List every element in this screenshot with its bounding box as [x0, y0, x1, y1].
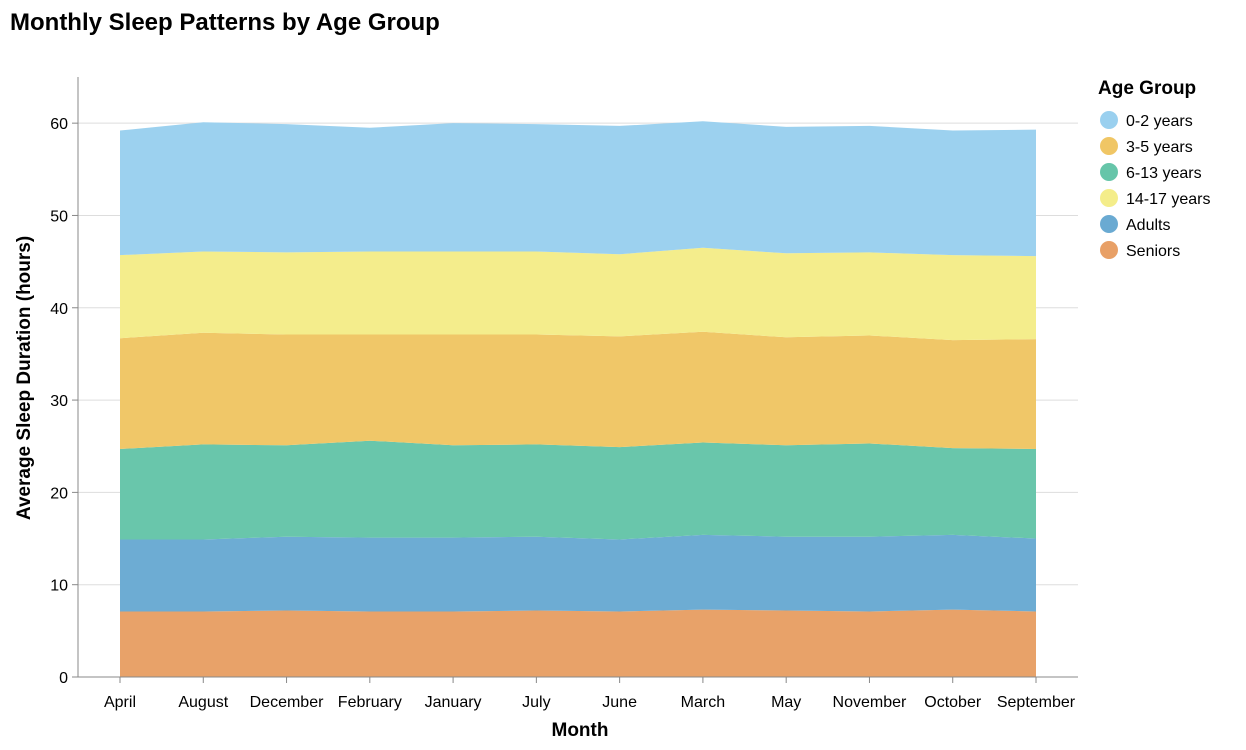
chart-title: Monthly Sleep Patterns by Age Group [10, 9, 440, 36]
y-tick-label: 0 [59, 670, 68, 687]
y-tick-label: 10 [50, 578, 68, 595]
x-tick-label: December [250, 694, 324, 711]
legend-swatch [1100, 215, 1118, 233]
legend-title: Age Group [1098, 78, 1196, 99]
legend-label: 0-2 years [1126, 113, 1193, 130]
legend-item-seniors: Seniors [1100, 241, 1180, 260]
legend-swatch [1100, 137, 1118, 155]
x-tick-label: October [924, 694, 982, 711]
legend-label: 6-13 years [1126, 165, 1202, 182]
legend-item-0-2-years: 0-2 years [1100, 111, 1193, 130]
y-tick-label: 30 [50, 393, 68, 410]
x-tick-label: January [425, 694, 482, 711]
legend-swatch [1100, 189, 1118, 207]
legend-item-3-5-years: 3-5 years [1100, 137, 1193, 156]
area-seniors [120, 609, 1036, 677]
y-tick-label: 40 [50, 301, 68, 318]
legend: Age Group 0-2 years 3-5 years 6-13 years 14… [1098, 78, 1211, 260]
x-tick-label: September [997, 694, 1076, 711]
area-6-13-years [120, 440, 1036, 540]
legend-label: 14-17 years [1126, 191, 1211, 208]
axes [77, 77, 1078, 678]
legend-item-14-17-years: 14-17 years [1100, 189, 1211, 208]
legend-items: 0-2 years 3-5 years 6-13 years 14-17 years A… [1100, 111, 1211, 260]
area-adults [120, 534, 1036, 612]
y-axis-title: Average Sleep Duration (hours) [14, 236, 35, 520]
x-tick-label: August [178, 694, 228, 711]
x-tick-label: July [522, 694, 550, 711]
y-tick-label: 50 [50, 208, 68, 225]
x-tick-label: May [771, 694, 801, 711]
legend-swatch [1100, 241, 1118, 259]
x-axis-title: Month [552, 720, 609, 741]
legend-label: Adults [1126, 217, 1170, 234]
x-tick-label: March [681, 694, 725, 711]
y-axis-ticks: 0 10 20 30 40 50 60 [50, 116, 78, 687]
x-tick-label: April [104, 694, 136, 711]
area-3-5-years [120, 331, 1036, 449]
y-tick-label: 60 [50, 116, 68, 133]
y-tick-label: 20 [50, 485, 68, 502]
x-axis-ticks: April August December February January July Ju… [104, 677, 1076, 711]
area-14-17-years [120, 247, 1036, 341]
area-layers [120, 121, 1036, 677]
legend-item-adults: Adults [1100, 215, 1170, 234]
legend-item-6-13-years: 6-13 years [1100, 163, 1202, 182]
area-0-2-years [120, 121, 1036, 257]
legend-label: 3-5 years [1126, 139, 1193, 156]
x-tick-label: June [602, 694, 637, 711]
legend-swatch [1100, 111, 1118, 129]
x-tick-label: November [833, 694, 907, 711]
x-tick-label: February [338, 694, 402, 711]
legend-label: Seniors [1126, 243, 1180, 260]
legend-swatch [1100, 163, 1118, 181]
